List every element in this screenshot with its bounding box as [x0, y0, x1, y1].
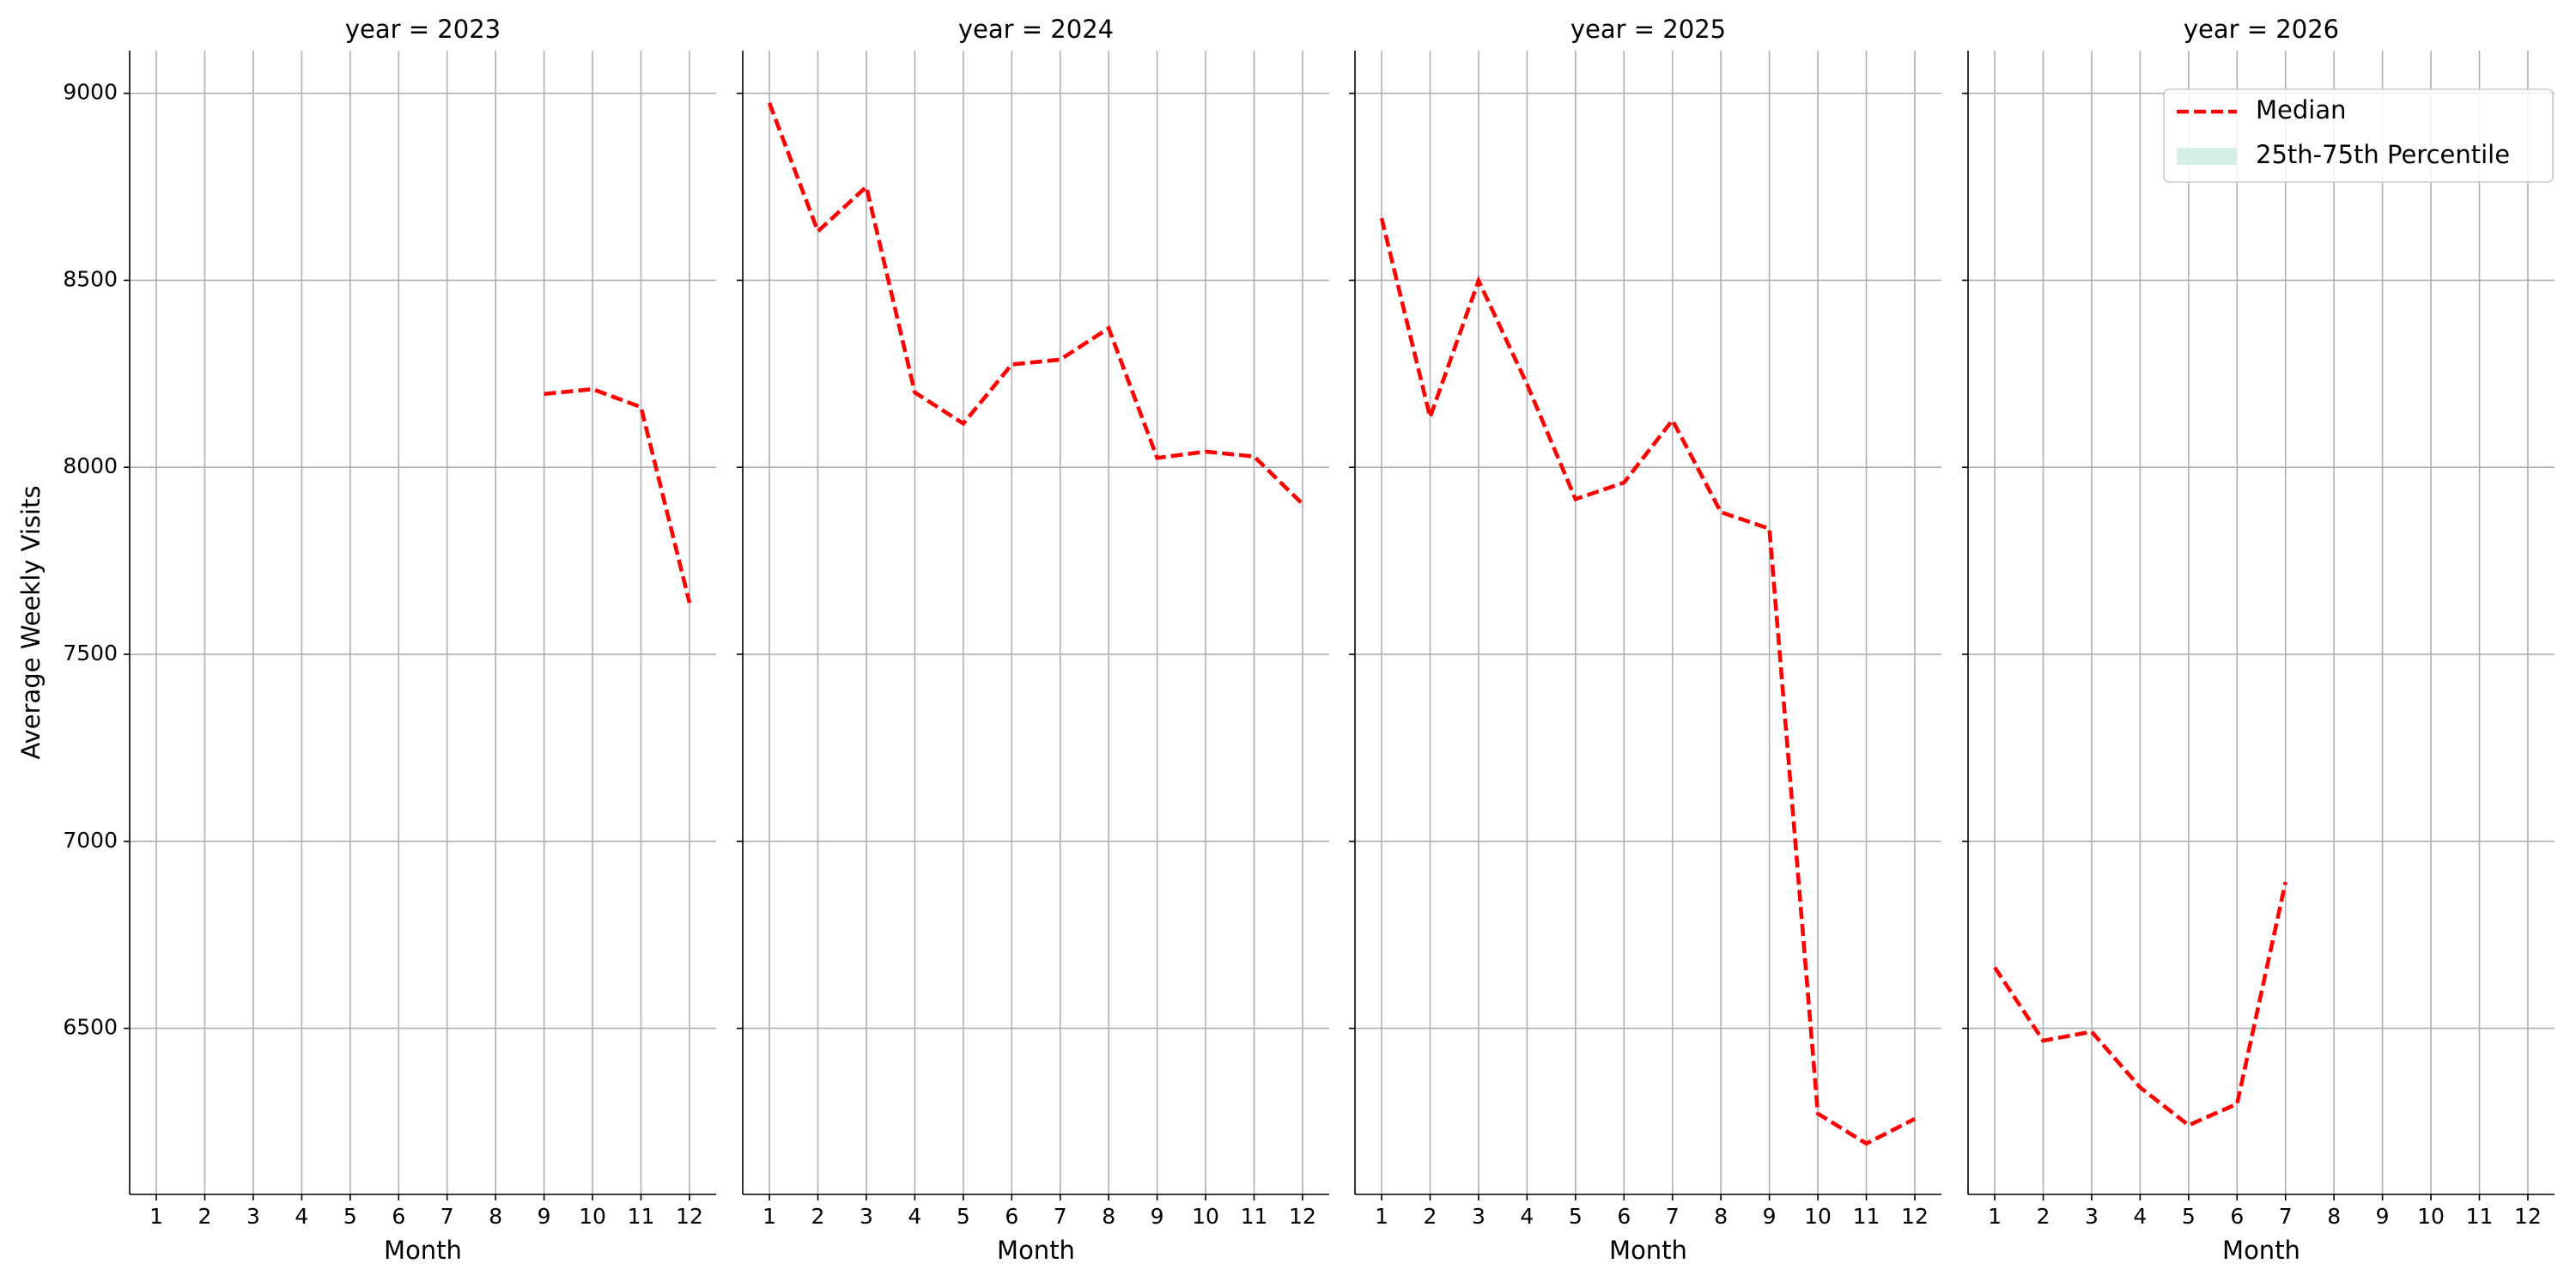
x-tick-label: 1	[762, 1204, 776, 1229]
x-tick-label: 7	[1666, 1204, 1680, 1229]
x-tick-label: 7	[440, 1204, 454, 1229]
x-tick-label: 8	[489, 1204, 502, 1229]
x-axis-label: Month	[1609, 1236, 1687, 1265]
x-tick-label: 8	[2327, 1204, 2341, 1229]
panel-title: year = 2023	[345, 15, 501, 44]
legend-swatch	[2177, 148, 2237, 165]
x-tick-label: 10	[579, 1204, 606, 1229]
x-tick-label: 5	[1569, 1204, 1583, 1229]
x-tick-label: 1	[1375, 1204, 1388, 1229]
x-tick-label: 3	[2085, 1204, 2099, 1229]
x-tick-label: 9	[1151, 1204, 1164, 1229]
legend-label: 25th-75th Percentile	[2256, 140, 2510, 169]
legend-box	[2163, 88, 2554, 183]
x-tick-label: 10	[1804, 1204, 1832, 1229]
x-tick-label: 10	[1192, 1204, 1219, 1229]
x-tick-label: 6	[1005, 1204, 1018, 1229]
x-tick-label: 11	[2466, 1204, 2494, 1229]
x-tick-label: 2	[1424, 1204, 1437, 1229]
median-line	[544, 386, 692, 604]
y-tick-label: 8000	[63, 453, 118, 478]
x-tick-label: 1	[149, 1204, 163, 1229]
x-tick-label: 8	[1102, 1204, 1115, 1229]
x-tick-label: 3	[860, 1204, 873, 1229]
x-tick-label: 4	[2133, 1204, 2147, 1229]
x-tick-label: 6	[2230, 1204, 2244, 1229]
panel-title: year = 2026	[2184, 15, 2339, 44]
x-tick-label: 2	[2037, 1204, 2050, 1229]
x-tick-label: 7	[1054, 1204, 1067, 1229]
x-tick-label: 5	[343, 1204, 357, 1229]
x-tick-label: 4	[1520, 1204, 1534, 1229]
legend-label: Median	[2256, 95, 2346, 125]
x-tick-label: 4	[295, 1204, 308, 1229]
median-line	[1379, 217, 1916, 1146]
x-tick-label: 11	[1853, 1204, 1880, 1229]
panel-title: year = 2025	[1571, 15, 1726, 44]
x-tick-label: 9	[1763, 1204, 1777, 1229]
y-tick-label: 8500	[63, 266, 118, 291]
x-tick-label: 8	[1714, 1204, 1728, 1229]
x-tick-label: 12	[2514, 1204, 2542, 1229]
x-tick-label: 11	[1241, 1204, 1268, 1229]
x-tick-label: 12	[1289, 1204, 1316, 1229]
x-tick-label: 6	[392, 1204, 405, 1229]
y-tick-label: 9000	[63, 80, 118, 105]
x-tick-label: 2	[811, 1204, 825, 1229]
y-tick-label: 6500	[63, 1015, 118, 1040]
x-axis-label: Month	[997, 1236, 1075, 1265]
x-tick-label: 9	[2376, 1204, 2390, 1229]
x-tick-label: 6	[1617, 1204, 1631, 1229]
x-axis-label: Month	[2222, 1236, 2300, 1265]
panel-title: year = 2024	[958, 15, 1114, 44]
x-tick-label: 9	[538, 1204, 551, 1229]
y-tick-label: 7500	[63, 641, 118, 665]
x-axis-label: Month	[384, 1236, 462, 1265]
x-tick-label: 3	[246, 1204, 260, 1229]
median-line	[1993, 881, 2287, 1128]
x-tick-label: 4	[908, 1204, 921, 1229]
x-tick-label: 12	[676, 1204, 703, 1229]
x-tick-label: 5	[2182, 1204, 2196, 1229]
x-tick-label: 3	[1472, 1204, 1485, 1229]
y-tick-label: 7000	[63, 828, 118, 853]
x-tick-label: 11	[628, 1204, 655, 1229]
y-axis-label: Average Weekly Visits	[16, 485, 46, 759]
x-tick-label: 5	[957, 1204, 970, 1229]
median-line	[767, 102, 1304, 506]
x-tick-label: 12	[1901, 1204, 1929, 1229]
x-tick-label: 7	[2279, 1204, 2293, 1229]
x-tick-label: 1	[1988, 1204, 2002, 1229]
x-tick-label: 2	[198, 1204, 212, 1229]
x-tick-label: 10	[2417, 1204, 2445, 1229]
